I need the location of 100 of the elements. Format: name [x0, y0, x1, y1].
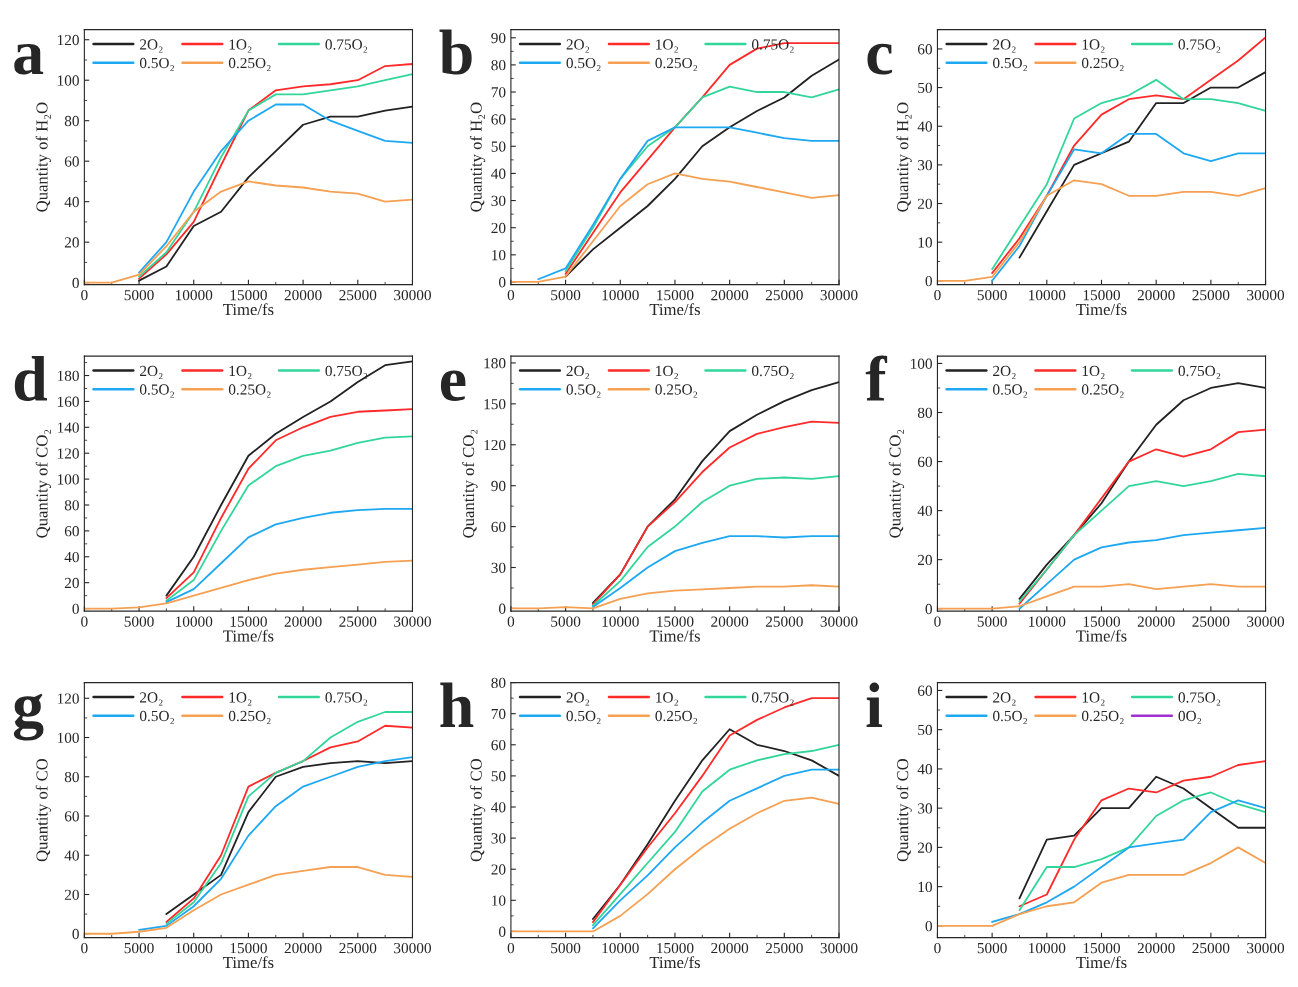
- y-tick-label: 20: [917, 842, 932, 853]
- x-axis-title: Time/fs: [1076, 629, 1127, 642]
- x-tick-label: 25000: [339, 942, 377, 954]
- x-tick-label: 25000: [339, 289, 377, 301]
- y-tick-label: 0: [498, 277, 506, 288]
- y-tick-label: 150: [484, 398, 506, 410]
- legend-label: 0.25O₂: [228, 384, 271, 398]
- x-tick-label: 0: [934, 616, 941, 627]
- legend-label: 0.75O₂: [1178, 692, 1221, 706]
- legend-label: 0.25O₂: [655, 384, 698, 398]
- y-tick-label: 40: [64, 196, 79, 208]
- y-tick-label: 60: [64, 156, 79, 167]
- legend-label: 0.5O₂: [566, 57, 601, 72]
- y-tick-label: 100: [911, 358, 932, 369]
- legend-label: 2O₂: [993, 692, 1016, 706]
- legend-label: 0.75O₂: [325, 365, 368, 380]
- y-tick-label: 20: [491, 222, 506, 234]
- y-tick-label: 50: [491, 771, 506, 782]
- line-series: [510, 796, 840, 933]
- x-tick-label: 10000: [1029, 616, 1066, 627]
- legend-label: 2O₂: [140, 365, 163, 380]
- legend-label: 0.5O₂: [566, 384, 601, 398]
- x-tick-label: 20000: [284, 616, 322, 627]
- y-tick-label: 90: [491, 480, 506, 492]
- y-tick-label: 80: [491, 677, 506, 689]
- legend-label: 0.75O₂: [325, 39, 368, 53]
- x-tick-label: 5000: [551, 616, 581, 627]
- y-tick-label: 120: [57, 448, 79, 459]
- legend-label: 2O₂: [140, 692, 163, 706]
- line-series: [84, 866, 413, 935]
- x-tick-label: 5000: [551, 289, 581, 301]
- legend-label: 1O₂: [1082, 692, 1105, 706]
- x-tick-label: 30000: [820, 616, 858, 627]
- legend-label: 0.75O₂: [751, 365, 794, 380]
- x-tick-label: 10000: [602, 942, 639, 954]
- line-series: [1018, 760, 1266, 908]
- y-tick-label: 60: [491, 739, 506, 751]
- y-axis-title: Quantity of CO₂: [35, 429, 52, 538]
- legend-label: 2O₂: [993, 39, 1016, 53]
- x-tick-label: 0: [507, 289, 515, 301]
- y-tick-label: 60: [491, 114, 506, 125]
- x-tick-label: 10000: [1029, 942, 1066, 954]
- y-tick-label: 30: [918, 803, 932, 814]
- x-tick-label: 30000: [820, 289, 858, 301]
- x-tick-label: 10000: [175, 289, 213, 301]
- y-tick-label: 120: [57, 34, 79, 46]
- x-tick-label: 0: [81, 942, 88, 954]
- line-series: [1018, 526, 1266, 610]
- legend-label: 0.75O₂: [751, 692, 794, 706]
- legend-label: 0.5O₂: [139, 57, 174, 72]
- y-axis-title: Quantity of CO: [35, 758, 52, 862]
- y-tick-label: 0: [925, 921, 932, 932]
- y-tick-label: 120: [484, 439, 506, 451]
- y-tick-label: 60: [64, 811, 79, 822]
- y-tick-label: 0: [925, 275, 932, 287]
- x-tick-label: 15000: [1083, 942, 1121, 954]
- y-tick-label: 0: [498, 926, 506, 937]
- legend-label: 0.5O₂: [993, 384, 1028, 398]
- y-tick-label: 80: [917, 407, 932, 418]
- y-tick-label: 180: [484, 358, 506, 369]
- y-tick-label: 40: [917, 505, 932, 517]
- legend-label: 1O₂: [656, 692, 679, 706]
- y-tick-label: 30: [918, 160, 932, 171]
- chart-title: d: [14, 356, 48, 402]
- chart-title: h: [440, 682, 474, 727]
- y-tick-label: 30: [491, 562, 506, 573]
- x-tick-label: 25000: [1192, 942, 1230, 954]
- y-tick-label: 80: [64, 771, 79, 783]
- x-tick-label: 20000: [711, 289, 749, 301]
- x-tick-label: 15000: [230, 289, 267, 301]
- legend-label: 1O₂: [229, 365, 252, 380]
- x-tick-label: 15000: [1083, 289, 1121, 301]
- y-tick-label: 160: [57, 396, 79, 407]
- y-tick-label: 40: [917, 764, 932, 775]
- y-tick-label: 100: [57, 75, 79, 86]
- y-tick-label: 50: [918, 724, 932, 736]
- line-series: [1018, 472, 1266, 603]
- line-series: [991, 133, 1266, 282]
- legend-label: 0.5O₂: [993, 710, 1028, 725]
- y-tick-label: 10: [918, 237, 932, 248]
- legend-label: 0.5O₂: [139, 710, 174, 725]
- line-series: [1018, 791, 1266, 912]
- x-tick-label: 5000: [977, 942, 1007, 954]
- line-series: [537, 126, 840, 281]
- y-tick-label: 60: [917, 685, 932, 696]
- x-tick-label: 15000: [230, 942, 267, 954]
- x-tick-label: 0: [507, 942, 515, 954]
- x-axis-title: Time/fs: [223, 629, 274, 642]
- x-axis-title: Time/fs: [649, 629, 700, 642]
- line-series: [991, 78, 1266, 271]
- x-tick-label: 10000: [602, 289, 639, 301]
- x-tick-label: 25000: [339, 616, 377, 627]
- legend-label: 0.25O₂: [1081, 710, 1124, 725]
- line-series: [592, 420, 840, 606]
- x-tick-label: 25000: [1192, 616, 1230, 627]
- line-series: [937, 179, 1266, 282]
- legend-label: 0.25O₂: [655, 710, 698, 725]
- legend-label: 0.5O₂: [139, 384, 174, 398]
- x-tick-label: 0: [934, 942, 941, 954]
- legend-label: 0.75O₂: [325, 692, 368, 706]
